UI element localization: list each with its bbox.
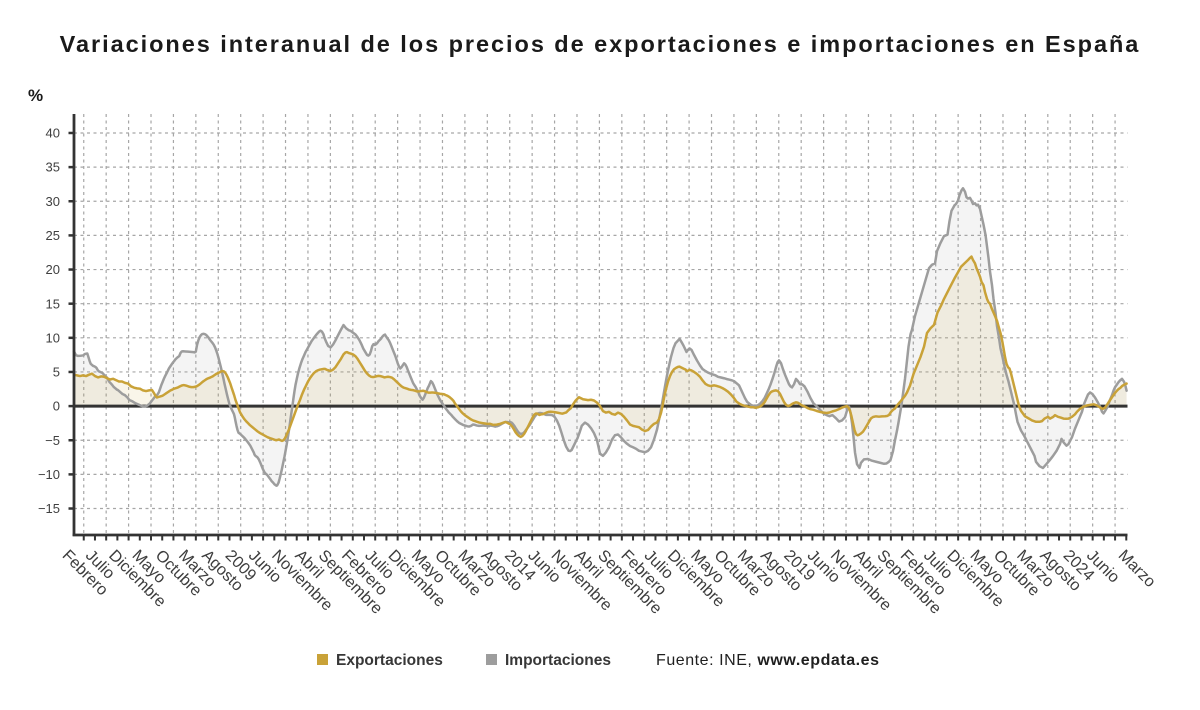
svg-text:−10: −10 [38, 467, 60, 482]
svg-text:20: 20 [46, 262, 60, 277]
svg-text:−15: −15 [38, 501, 60, 516]
svg-text:10: 10 [46, 330, 60, 345]
svg-text:25: 25 [46, 228, 60, 243]
svg-text:35: 35 [46, 160, 60, 175]
svg-text:−5: −5 [45, 433, 60, 448]
svg-text:40: 40 [46, 126, 60, 141]
svg-text:5: 5 [53, 365, 60, 380]
svg-text:Marzo: Marzo [1115, 546, 1160, 591]
svg-text:30: 30 [46, 194, 60, 209]
svg-text:0: 0 [53, 399, 60, 414]
svg-text:15: 15 [46, 296, 60, 311]
